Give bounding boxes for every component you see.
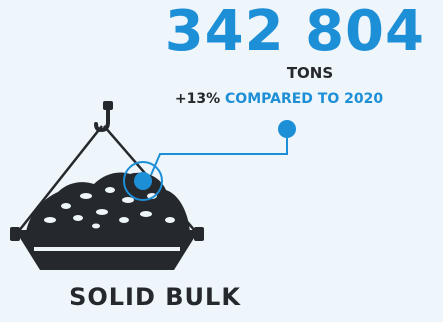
connector-line [150,128,288,176]
crane-hook-icon [94,101,113,133]
stat-change: +13% COMPARED TO 2020 [120,90,438,108]
bulk-cargo-pile [26,172,190,232]
stat-unit: TONS [286,64,334,82]
stat-change-value: +13% [174,91,221,107]
highlight-dot [134,172,152,190]
highlight-ring [123,161,163,201]
cargo-lumps [44,187,175,229]
stat-change-text: COMPARED TO 2020 [225,91,384,107]
cargo-title: SOLID BULK [69,283,241,311]
connector-end-dot [278,120,296,138]
bucket-icon [10,227,204,270]
stat-value: 342 804 [164,0,425,64]
